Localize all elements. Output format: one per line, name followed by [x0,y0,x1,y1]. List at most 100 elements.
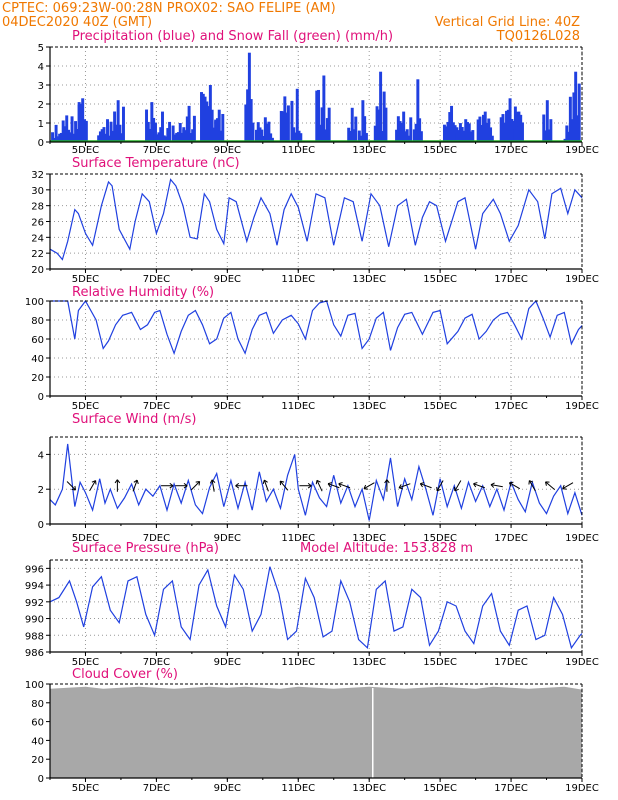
precip-bar [544,130,548,142]
precip-bar [490,135,494,142]
precip-bar [217,109,221,142]
precip-bar [84,120,88,142]
precip-bar [82,131,86,142]
precip-bar [82,119,86,142]
x-tick-label: 7DEC [143,274,170,285]
precip-bar [458,123,462,142]
precip-bar [419,131,423,142]
precip-bar [489,127,493,142]
precip-bar [152,117,156,142]
x-tick-label: 5DEC [72,401,99,412]
precip-bar [168,121,172,142]
precip-bar [318,124,322,142]
precip-bar [54,124,58,142]
precip-bar [281,111,285,142]
precip-bar [565,125,569,142]
cloud-cover-area [50,686,582,778]
wind-arrow-head [453,486,459,492]
precip-bar [201,93,205,142]
temperature-series [49,178,583,261]
precip-bar [501,114,505,142]
x-tick-label: 19DEC [565,783,599,794]
precip-bar [575,115,579,142]
y-tick-label: 20 [31,755,44,766]
precip-bar [52,137,56,142]
y-tick-label: 80 [31,316,44,327]
y-tick-label: 80 [31,699,44,710]
x-tick-label: 9DEC [214,145,241,156]
x-tick-label: 5DEC [72,783,99,794]
x-tick-label: 11DEC [281,783,315,794]
precip-bar [357,130,361,142]
precip-bar [67,129,70,142]
precip-bar [247,52,251,143]
meteogram-panels: Precipitation (blue) and Snow Fall (gree… [25,29,599,794]
precip-bar [145,109,149,142]
precip-bar [72,133,76,142]
precip-bar [81,98,85,142]
precip-bar [513,129,517,142]
precip-bar [185,116,189,142]
wind-arrow [454,480,462,492]
y-tick-label: 22 [31,249,44,260]
x-tick-label: 11DEC [281,274,315,285]
precip-bar [359,135,363,142]
y-tick-label: 988 [25,631,44,642]
precip-bar [382,91,386,142]
precip-bar [414,123,418,142]
precip-bar [75,133,79,142]
precip-bar [221,113,225,142]
model-id: TQ0126L028 [496,29,580,44]
wind-title: Surface Wind (m/s) [72,412,196,427]
precip-bar [442,124,446,142]
y-tick-label: 40 [31,736,44,747]
x-tick-label: 15DEC [423,533,457,544]
precip-bar [379,71,383,142]
wind-arrow [211,479,215,492]
precip-bar [56,136,60,142]
precip-bar [161,111,164,142]
y-tick-label: 986 [25,648,44,659]
precip-bar [457,130,461,142]
pressure-series [49,566,583,650]
precip-bar [398,121,402,142]
wind-arrow-head [169,482,174,489]
precip-bar [506,109,510,142]
precip-bar [364,133,368,142]
precip-bar [464,119,468,142]
x-tick-label: 13DEC [352,274,386,285]
precip-bar [59,132,63,142]
x-tick-label: 7DEC [143,657,170,668]
precip-bar [460,126,464,142]
y-tick-label: 100 [25,297,44,308]
y-tick-label: 0 [38,392,44,403]
x-tick-label: 19DEC [565,401,599,412]
y-tick-label: 4 [38,450,44,461]
precip-bar [164,136,168,142]
y-tick-label: 24 [31,233,44,244]
precip-bar [455,127,459,142]
precip-bar [317,89,321,142]
wind-arrow-head [490,482,495,488]
precip-bar [97,135,101,142]
temperature-title: Surface Temperature (nC) [72,156,240,171]
precip-bar [162,135,166,142]
pressure-annotation: Model Altitude: 153.828 m [300,541,473,556]
precip-bar [545,100,549,142]
precip-bar [63,126,67,142]
x-tick-label: 17DEC [494,783,528,794]
x-tick-label: 11DEC [281,533,315,544]
x-tick-label: 13DEC [352,657,386,668]
precip-bar [173,134,177,142]
precip-bar [109,125,113,142]
precip-bar [453,125,457,142]
precip-bar [375,106,379,142]
x-tick-label: 15DEC [423,145,457,156]
precip-bar [508,98,512,142]
precip-bar [68,132,72,142]
y-tick-label: 60 [31,335,44,346]
cloud-title: Cloud Cover (%) [72,667,178,682]
precip-bar [499,117,503,142]
precip-bar [279,110,283,142]
